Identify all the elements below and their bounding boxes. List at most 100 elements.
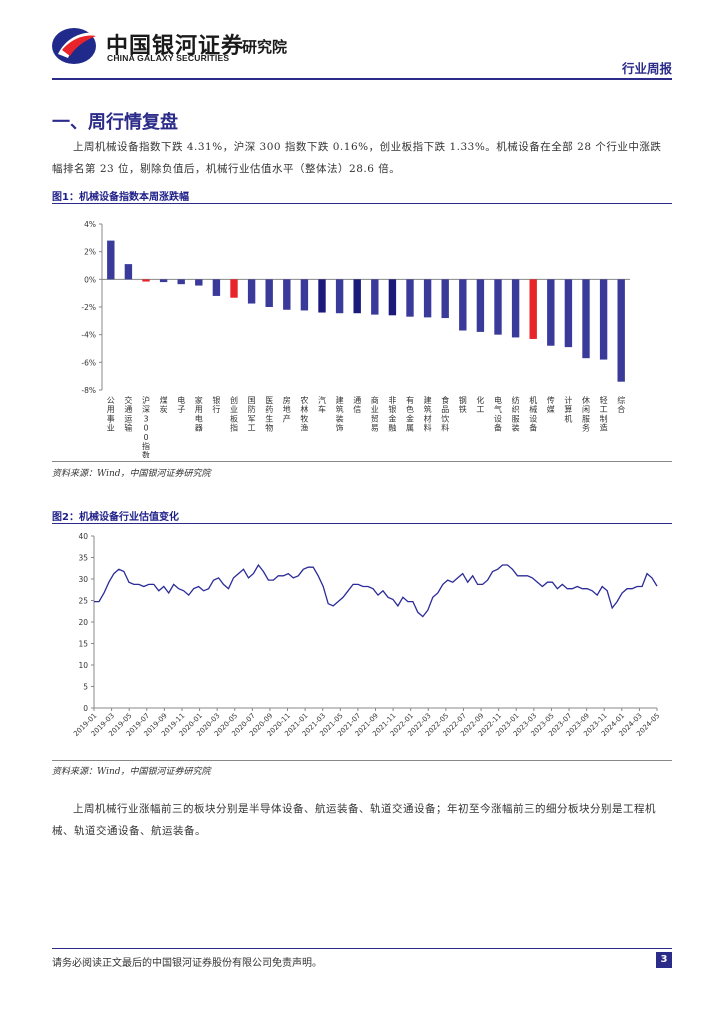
category-label-char: 公: [107, 396, 115, 405]
category-label-char: 商: [371, 395, 379, 405]
category-label-char: 交: [124, 395, 132, 405]
category-label-char: 金: [388, 413, 396, 423]
category-label-char: 3: [143, 414, 148, 423]
category-label-char: 造: [600, 423, 608, 433]
intro-paragraph: 上周机械设备指数下跌 4.31%，沪深 300 指数下跌 0.16%，创业板指下…: [52, 141, 662, 175]
category-label-char: 药: [265, 404, 273, 414]
category-label-char: 防: [248, 404, 256, 414]
figure1-bottom-line: [52, 461, 672, 462]
category-label-char: 国: [248, 396, 256, 405]
summary-paragraph: 上周机械行业涨幅前三的板块分别是半导体设备、航运装备、轨道交通设备；年初至今涨幅…: [52, 803, 656, 837]
category-label-char: 业: [107, 423, 115, 433]
category-label-char: 电: [494, 395, 502, 405]
category-label-char: 银: [212, 395, 220, 405]
category-label-char: 织: [512, 404, 520, 414]
category-label-char: 指: [230, 423, 238, 433]
bar: [212, 279, 221, 296]
galaxy-logo-icon: [52, 28, 100, 64]
category-label-char: 属: [406, 424, 414, 433]
y-tick-label: 0: [83, 704, 88, 713]
category-label-char: 煤: [160, 395, 168, 405]
category-label-char: 0: [143, 424, 148, 433]
category-label-char: 信: [353, 404, 361, 414]
category-label-char: 通: [353, 395, 361, 405]
y-tick-label: 20: [78, 618, 88, 627]
category-label-char: 融: [388, 423, 396, 433]
category-label-char: 生: [265, 413, 273, 423]
figure2-source: 资料来源：Wind，中国银河证券研究院: [52, 767, 211, 777]
y-tick-label: 40: [78, 532, 88, 541]
category-label-char: 产: [283, 413, 291, 423]
category-label-char: 备: [529, 423, 537, 433]
section-title: 一、周行情复盘: [52, 112, 178, 133]
category-label-char: 算: [564, 404, 572, 414]
bar: [476, 279, 485, 332]
category-label-char: 饮: [441, 413, 449, 423]
category-label-char: 装: [336, 413, 344, 423]
category-label-char: 房: [283, 395, 291, 405]
bar: [441, 279, 449, 319]
page-number: 3: [656, 952, 672, 968]
y-tick-label: -2%: [81, 303, 96, 312]
bar: [353, 279, 361, 314]
figure1-source: 资料来源：Wind，中国银河证券研究院: [52, 469, 211, 479]
bar: [371, 279, 379, 315]
category-label-char: 器: [195, 424, 203, 433]
category-label-char: 饰: [336, 423, 344, 433]
bar: [124, 264, 133, 280]
bar: [195, 279, 203, 286]
category-label-char: 务: [582, 423, 590, 433]
category-label-char: 事: [107, 413, 115, 423]
bar: [159, 279, 168, 283]
category-label-char: 深: [142, 405, 150, 414]
category-label-char: 板: [230, 413, 238, 423]
y-tick-label: 4%: [84, 220, 96, 229]
category-label-char: 家: [195, 395, 203, 405]
category-label-char: 休: [582, 395, 590, 405]
category-label-char: 色: [406, 404, 414, 414]
category-label-char: 贸: [371, 413, 379, 423]
category-label-char: 工: [248, 424, 256, 433]
bar: [300, 279, 309, 311]
category-label-char: 物: [265, 423, 273, 433]
figure1-title: 图1：机械设备指数本周涨跌幅: [52, 192, 189, 203]
y-tick-label: 2%: [84, 248, 96, 257]
bar: [142, 279, 150, 282]
category-label-char: 机: [564, 413, 572, 423]
category-label-char: 电: [195, 413, 203, 423]
bar: [335, 279, 344, 314]
category-label-char: 林: [300, 404, 308, 414]
category-label-char: 沪: [142, 395, 150, 405]
category-label-char: 行: [212, 404, 220, 414]
category-label-char: 建: [424, 395, 432, 405]
category-label-char: 金: [406, 413, 414, 423]
logo-text-en: CHINA GALAXY SECURITIES: [107, 53, 230, 63]
bar: [388, 279, 397, 316]
category-label-char: 轻: [600, 395, 608, 405]
category-label-char: 创: [230, 395, 238, 405]
category-label-char: 媒: [547, 405, 555, 414]
category-label-char: 银: [388, 404, 396, 414]
category-label-char: 子: [177, 405, 185, 414]
bar: [582, 279, 590, 359]
category-label-char: 材: [424, 413, 432, 423]
category-label-char: 0: [143, 433, 148, 442]
y-tick-label: 10: [78, 661, 88, 670]
y-tick-label: -4%: [81, 331, 96, 340]
line-chart: 40353025201510502019-012019-032019-05201…: [72, 532, 661, 738]
bar: [265, 279, 273, 307]
figure1-top-line: [52, 203, 672, 204]
bar: [494, 279, 502, 335]
category-label-char: 数: [142, 450, 150, 458]
category-label-char: 计: [564, 395, 572, 405]
bar: [406, 279, 414, 317]
bar: [547, 279, 555, 346]
bar: [529, 279, 537, 339]
category-label-char: 指: [142, 441, 150, 451]
category-label-char: 筑: [424, 404, 432, 414]
pe-line-series: [94, 563, 658, 618]
category-label-char: 服: [512, 414, 520, 423]
y-tick-label: -6%: [81, 358, 96, 367]
category-label-char: 炭: [160, 405, 168, 414]
bar: [177, 279, 185, 285]
